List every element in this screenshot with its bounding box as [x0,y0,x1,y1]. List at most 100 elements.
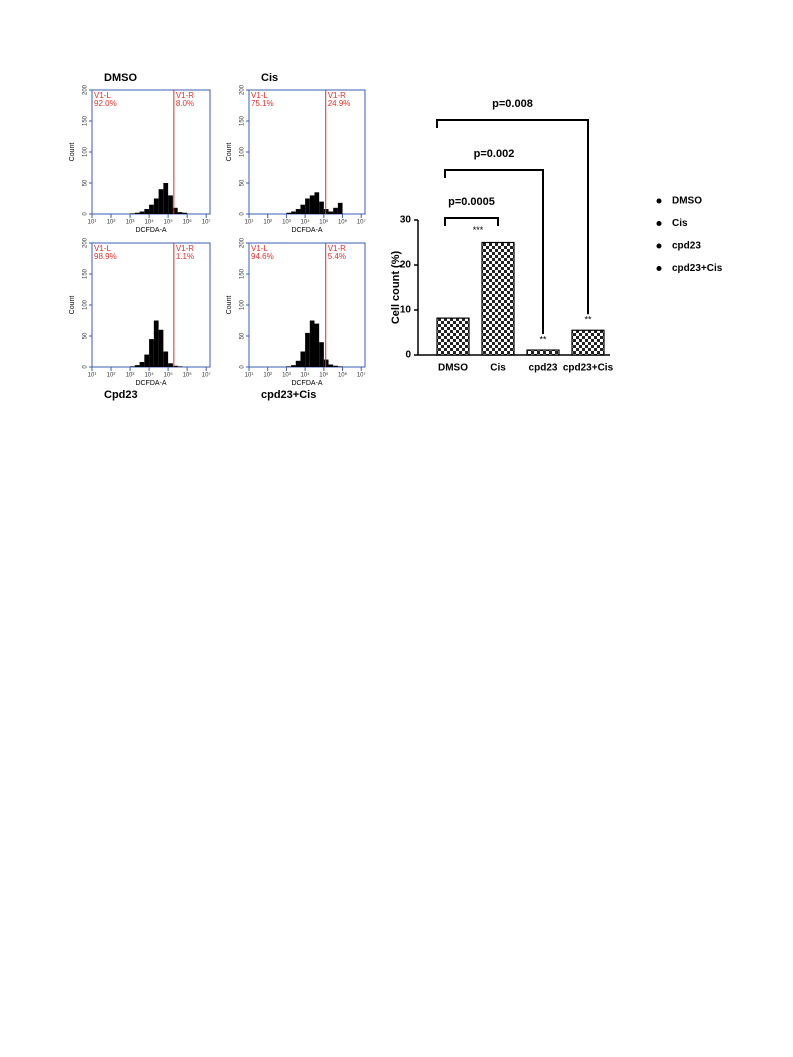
x-tick-label: 10² [107,373,116,379]
bar [436,317,470,356]
histogram-bar [295,360,301,367]
x-tick-label: 10⁷ [357,219,366,226]
gate-name: V1-R [328,244,346,253]
x-tick-label: 10³ [126,220,135,226]
histogram-bar [158,189,164,214]
y-tick-label: 150 [240,115,246,126]
bar [526,349,560,356]
gate-percent: 5.4% [328,252,346,261]
histogram-bar [134,212,140,214]
y-tick-label: 0 [240,365,246,369]
y-tick-label: 150 [240,268,246,279]
histogram-bar [286,366,292,367]
histogram-bar [309,195,315,214]
y-axis-label: Cell count (%) [390,251,402,325]
x-tick-label: 10⁴ [144,219,154,226]
bar [481,241,515,356]
x-tick-label: 10⁵ [164,219,174,226]
plot-frame [248,89,366,215]
gate-percent: 1.1% [176,252,194,261]
legend-dot [656,198,662,204]
histogram-bar [144,354,150,367]
histogram-bar [153,198,159,214]
histogram-bar [163,351,169,367]
gate-percent: 94.6% [251,252,274,261]
gate-name: V1-L [251,244,268,253]
x-tick-label: 10⁶ [183,372,193,379]
significance-mark: ** [539,334,547,344]
y-tick-label: 0 [240,212,246,216]
gate-percent: 8.0% [176,99,194,108]
histogram-bar [295,209,301,214]
x-tick-label: cpd23+Cis [563,363,614,374]
panel-title: Cis [261,72,278,84]
x-tick-label: 10³ [282,373,291,379]
x-tick-label: 10⁷ [202,219,211,226]
histogram-bar [337,366,343,367]
plot-frame [91,89,211,215]
y-axis-label: Count [69,296,76,315]
y-tick-label: 200 [240,84,246,95]
histogram-bar [319,342,324,367]
histogram-bar [314,323,320,367]
histogram-bar [144,209,150,214]
histogram-bar [286,212,292,214]
gate-percent: 24.9% [328,99,351,108]
x-tick-label: 10⁶ [183,219,193,226]
y-tick-label: 200 [83,84,89,95]
legend-dot [656,243,662,249]
gate-name: V1-R [328,91,346,100]
histogram-bar [291,211,296,214]
histogram-bar [168,195,173,214]
p-value: p=0.002 [474,148,515,160]
histogram-bar [333,365,338,367]
legend-label: DMSO [672,196,702,207]
histogram-bar [314,192,320,214]
bar [571,329,605,356]
x-tick-label: 10¹ [245,373,254,379]
x-tick-label: 10¹ [88,373,97,379]
histogram-bar [163,183,169,214]
histogram-bar [158,329,164,367]
x-tick-label: 10⁴ [144,372,154,379]
x-tick-label: 10³ [126,373,135,379]
y-tick-label: 100 [83,146,89,157]
x-axis-label: DCFDA-A [291,380,322,387]
x-tick-label: 10⁵ [319,372,329,379]
histogram-bar [291,365,296,367]
legend-label: cpd23 [672,241,701,252]
x-axis-label: DCFDA-A [135,380,166,387]
x-tick-label: 10³ [282,220,291,226]
gate-name: V1-L [251,91,268,100]
y-axis-label: Count [69,143,76,162]
x-tick-label: Cis [490,363,506,374]
significance-mark: ** [584,315,592,325]
comparison-bracket [436,119,589,315]
histogram-bar [153,320,159,367]
histogram-bar [134,365,140,367]
histogram-bar [182,212,188,214]
histogram-bar [149,339,154,367]
histogram-bar [168,363,173,367]
y-tick-label: 100 [83,299,89,310]
y-tick-label: 30 [400,215,412,226]
x-tick-label: 10¹ [245,220,254,226]
x-tick-label: DMSO [438,363,468,374]
histogram-bar [300,351,306,367]
y-tick-label: 50 [83,179,89,186]
y-tick-label: 50 [240,332,246,339]
y-axis-label: Count [226,143,233,162]
legend-label: Cis [672,218,688,229]
y-tick-label: 100 [240,299,246,310]
histogram-bar [305,332,310,367]
panel-title: DMSO [104,72,137,84]
x-tick-label: 10⁶ [338,372,348,379]
histogram-bar [319,201,324,214]
y-tick-label: 200 [240,237,246,248]
panel-title: Cpd23 [104,389,138,401]
gate-percent: 98.9% [94,252,117,261]
legend-dot [656,221,662,226]
y-tick-label: 50 [240,179,246,186]
